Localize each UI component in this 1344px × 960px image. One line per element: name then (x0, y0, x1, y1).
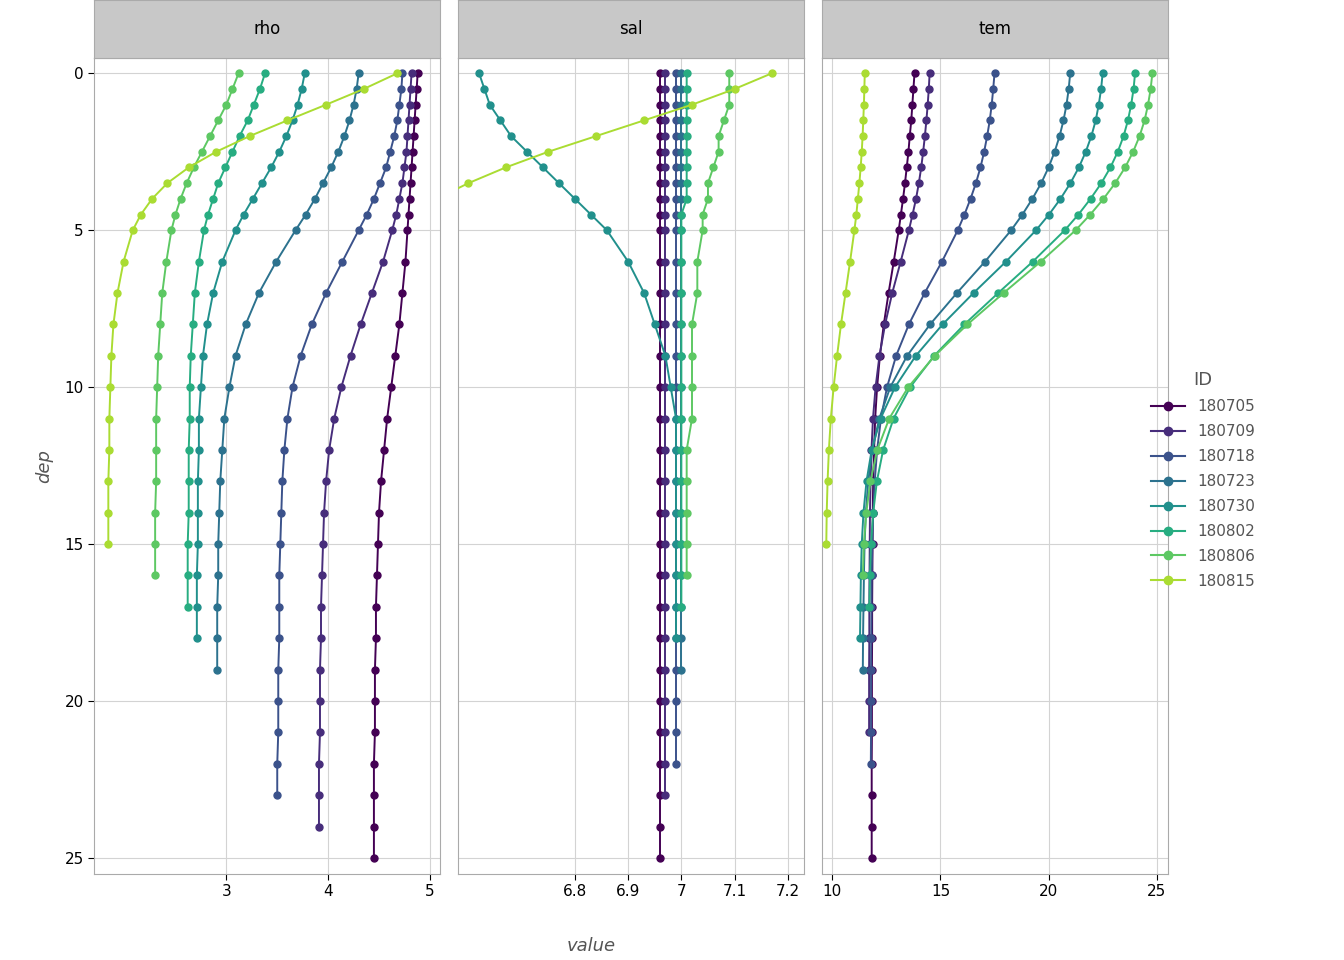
Legend: 180705, 180709, 180718, 180723, 180730, 180802, 180806, 180815: 180705, 180709, 180718, 180723, 180730, … (1145, 365, 1261, 595)
Y-axis label: dep: dep (35, 448, 54, 483)
Text: value: value (567, 937, 616, 954)
